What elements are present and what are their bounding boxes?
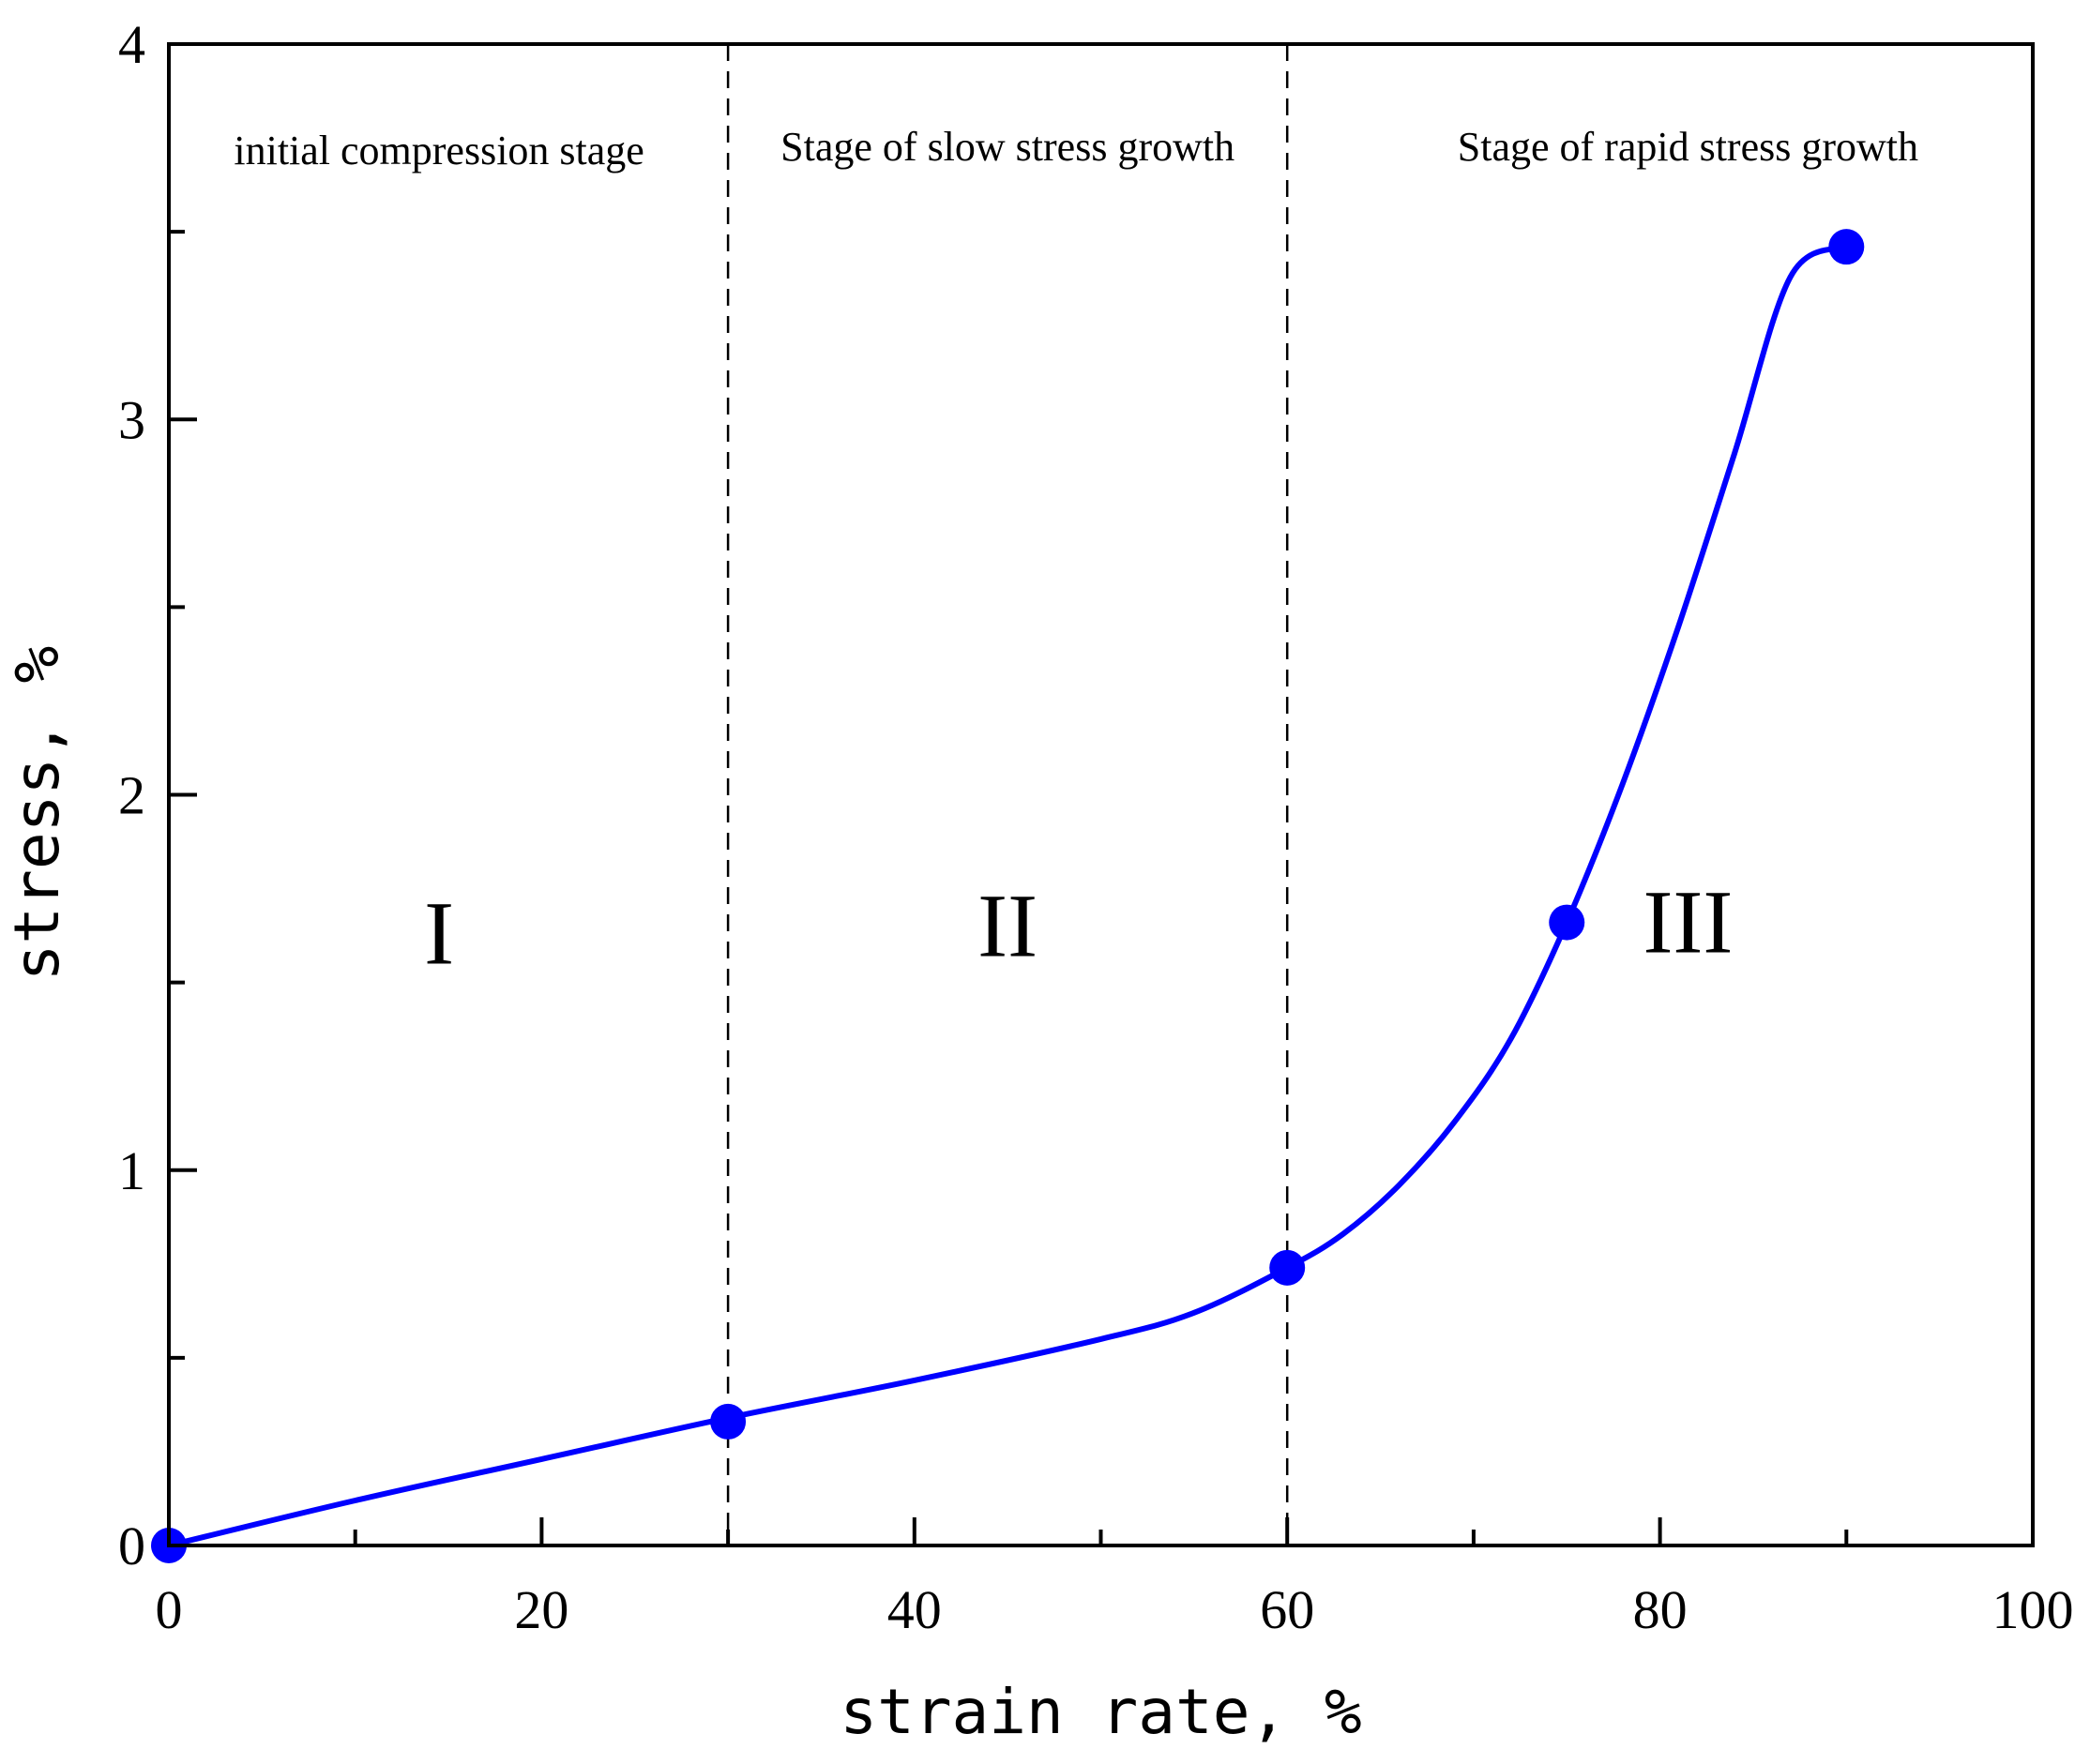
region-numeral-1: I: [424, 883, 454, 984]
x-tick-label: 0: [156, 1579, 183, 1640]
data-point-5: [1828, 229, 1865, 265]
y-tick-label: 1: [118, 1140, 145, 1201]
x-tick-label: 100: [1992, 1579, 2074, 1640]
x-tick-label: 80: [1633, 1579, 1688, 1640]
region-labels: initial compression stage I Stage of slow …: [234, 124, 1918, 984]
tick-labels: 0 20 40 60 80 100 0 1 2 3 4: [118, 14, 2074, 1640]
y-tick-label: 3: [118, 389, 145, 450]
y-tick-label: 2: [118, 765, 145, 826]
region-title-1: initial compression stage: [234, 128, 644, 173]
data-point-3: [1269, 1249, 1306, 1286]
series-line-1: [166, 244, 1850, 1548]
x-tick-label: 60: [1260, 1579, 1314, 1640]
region-numeral-3: III: [1643, 872, 1733, 972]
region-title-3: Stage of rapid stress growth: [1458, 124, 1918, 170]
y-tick-label: 0: [118, 1515, 145, 1576]
region-title-2: Stage of slow stress growth: [780, 124, 1234, 170]
data-point-4: [1549, 904, 1585, 941]
y-axis-title: stress, %: [1, 646, 73, 982]
series-layer: [151, 229, 1865, 1563]
y-tick-label: 4: [118, 14, 145, 75]
data-point-2: [710, 1403, 747, 1440]
stage-dividers: [726, 44, 1289, 1545]
x-tick-label: 40: [887, 1579, 942, 1640]
axis-ticks: [167, 42, 2035, 1547]
x-tick-label: 20: [514, 1579, 568, 1640]
x-axis-title: strain rate, %: [840, 1676, 1361, 1748]
region-numeral-2: II: [977, 876, 1037, 976]
